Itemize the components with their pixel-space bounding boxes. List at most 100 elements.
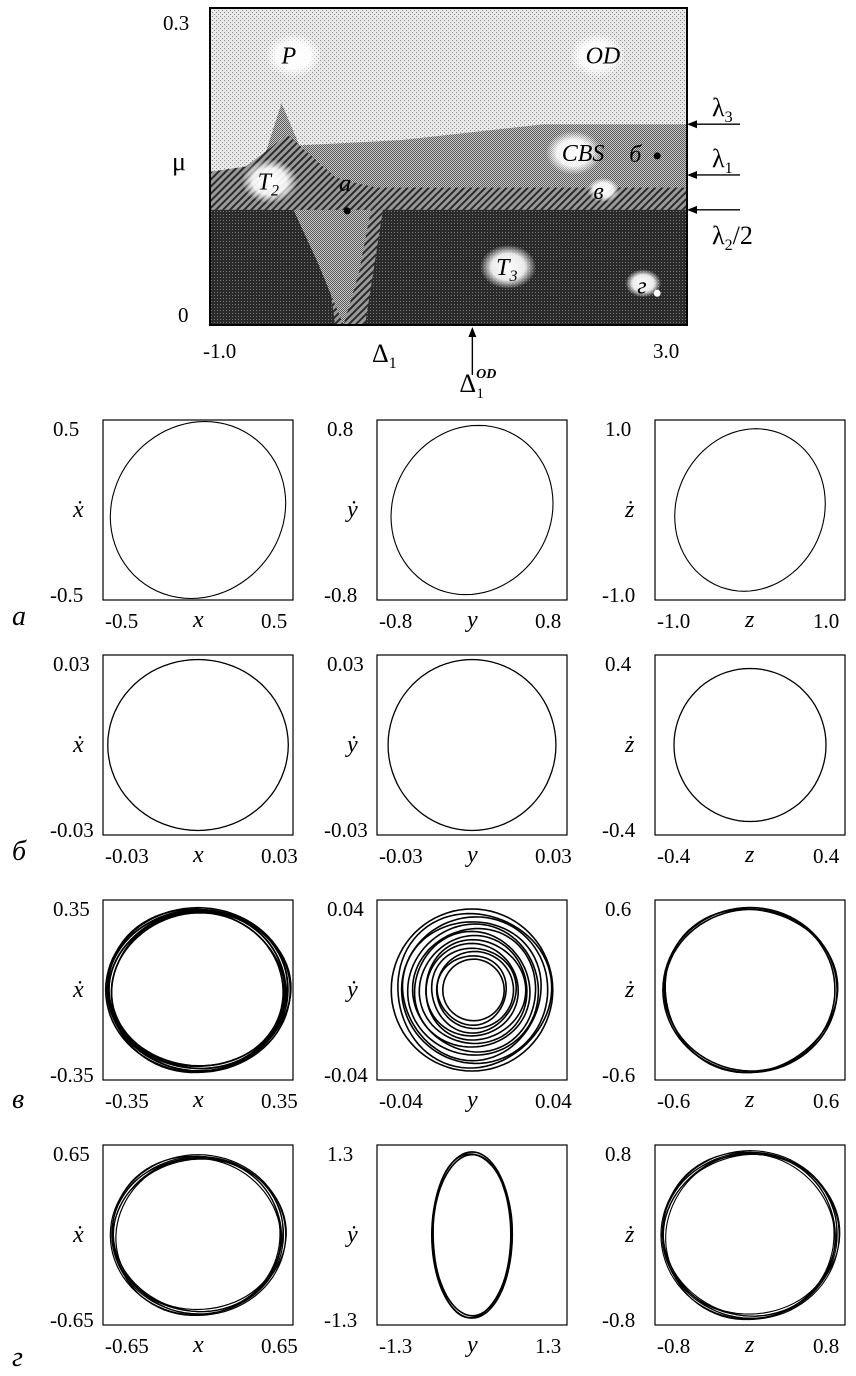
ylabel-z-dot: ż [624, 497, 635, 523]
trajectory [397, 912, 553, 1069]
xtick-left: -0.6 [657, 1089, 690, 1113]
region-label-2: CBS [562, 141, 605, 167]
xlabel-z: z [744, 842, 755, 868]
map-region-hatched [210, 134, 687, 210]
trajectory [665, 1153, 836, 1315]
xlabel-z: z [744, 1332, 755, 1358]
trajectory [115, 1157, 282, 1311]
portrait-frame [654, 419, 846, 601]
trajectory [674, 428, 826, 592]
ytick-top: 0.65 [53, 1142, 90, 1166]
trajectory [411, 927, 537, 1053]
trajectory [112, 1158, 281, 1313]
ytick-bottom: -0.03 [50, 818, 94, 842]
xtick-right: 0.04 [535, 1089, 572, 1113]
xtick-right: 0.8 [535, 609, 561, 633]
ylabel-z-dot: ż [624, 977, 635, 1003]
phase-portraits: а 0.5 -0.5 ẋ -0.5 0.5 x 0.8 -0.8 ẏ -0.8 0.8 y 1.0 -1.0… [12, 417, 846, 1373]
map-ytick-bottom: 0 [178, 303, 189, 327]
trajectory [109, 1154, 287, 1316]
trajectory [662, 1153, 835, 1317]
trajectory [430, 947, 517, 1034]
point-label-2: в [593, 179, 603, 205]
xtick-right: 1.3 [535, 1334, 561, 1358]
trajectory [431, 1153, 512, 1317]
xtick-left: -0.35 [105, 1089, 149, 1113]
region-halo [545, 130, 602, 175]
trajectory [406, 923, 540, 1056]
xtick-right: 1.0 [813, 609, 839, 633]
trajectory [390, 424, 554, 596]
trajectory [104, 906, 292, 1074]
trajectory [661, 1151, 838, 1319]
ytick-top: 0.6 [605, 897, 631, 921]
portrait-z: 1.0 -1.0 ż -1.0 1.0 z [602, 417, 846, 633]
portrait-frame [102, 1144, 294, 1326]
trajectory [660, 1150, 840, 1320]
row-label: в [12, 1084, 24, 1115]
ytick-bottom: -0.04 [324, 1063, 368, 1087]
portrait-frame [102, 654, 294, 836]
ylabel-z-dot: ż [624, 732, 635, 758]
region-label-3: T2 [258, 169, 279, 199]
ytick-top: 0.35 [53, 897, 90, 921]
ytick-bottom: -1.3 [324, 1308, 357, 1332]
ytick-bottom: -0.35 [50, 1063, 94, 1087]
ytick-bottom: -0.03 [324, 818, 368, 842]
parameter-plane: P OD CBS T2 T3 а бв г 0.3 0 -1.0 3.0 μ Δ1 ΔOD 1 λ3 λ1 λ2/2 [163, 7, 753, 402]
trajectory [436, 955, 507, 1026]
ylabel-x-dot: ẋ [72, 1222, 84, 1248]
map-xtick-left: -1.0 [203, 339, 236, 363]
ytick-bottom: -1.0 [602, 583, 635, 607]
lambda-arrowhead-1 [687, 170, 697, 179]
map-ylabel: μ [172, 147, 186, 176]
trajectory [387, 658, 557, 832]
lambda-label-0: λ3 [712, 93, 733, 126]
map-xlabel: Δ1 [372, 339, 397, 372]
region-label-0: P [280, 44, 296, 70]
lambda-arrowhead-0 [687, 120, 697, 129]
xtick-left: -0.5 [105, 609, 138, 633]
xtick-left: -0.8 [379, 609, 412, 633]
xtick-left: -0.4 [657, 844, 691, 868]
ytick-top: 1.3 [327, 1142, 353, 1166]
region-halo [265, 33, 322, 78]
ylabel-y-dot: ẏ [345, 497, 358, 523]
xtick-right: 0.03 [261, 844, 298, 868]
ytick-top: 0.5 [53, 417, 79, 441]
portrait-y: 0.04 -0.04 ẏ -0.04 0.04 y [324, 897, 572, 1113]
ylabel-x-dot: ẋ [72, 732, 84, 758]
portrait-frame [376, 654, 568, 836]
ytick-bottom: -0.4 [602, 818, 636, 842]
portrait-y: 0.8 -0.8 ẏ -0.8 0.8 y [324, 417, 568, 633]
xtick-right: 0.4 [813, 844, 840, 868]
trajectory [418, 934, 528, 1045]
ytick-top: 0.03 [327, 652, 364, 676]
trajectory [401, 921, 542, 1062]
xtick-left: -0.03 [105, 844, 149, 868]
portrait-z: 0.4 -0.4 ż -0.4 0.4 z [602, 652, 846, 868]
region-halo [480, 244, 537, 289]
portrait-frame [654, 654, 846, 836]
point-0 [343, 207, 351, 215]
ylabel-x-dot: ẋ [72, 497, 84, 523]
xtick-left: -0.03 [379, 844, 423, 868]
map-frame [209, 7, 688, 326]
trajectory [441, 958, 505, 1022]
portrait-frame [654, 1144, 846, 1326]
trajectory [663, 908, 836, 1072]
ytick-top: 0.04 [327, 897, 364, 921]
ytick-bottom: -0.5 [50, 583, 83, 607]
trajectory [109, 420, 287, 600]
portrait-frame [654, 899, 846, 1081]
portrait-x: 0.35 -0.35 ẋ -0.35 0.35 x [50, 897, 298, 1113]
xlabel-z: z [744, 607, 755, 633]
row-label: а [12, 601, 26, 632]
portrait-frame [102, 899, 294, 1081]
xtick-left: -1.3 [379, 1334, 412, 1358]
xtick-right: 0.5 [261, 609, 287, 633]
xtick-right: 0.35 [261, 1089, 298, 1113]
